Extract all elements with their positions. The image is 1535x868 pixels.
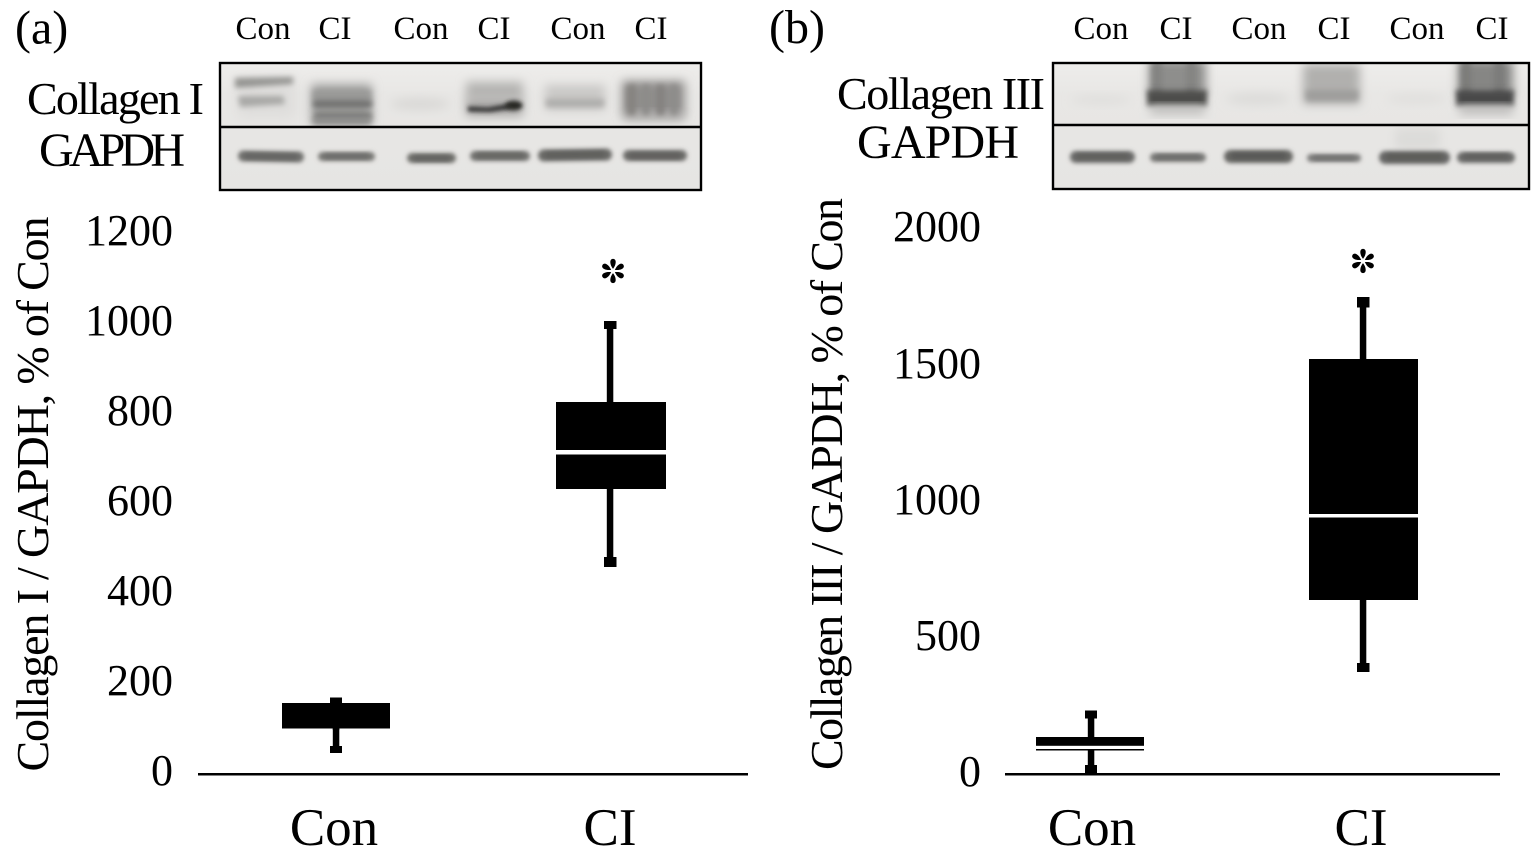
- svg-text:Collagen I / GAPDH, % of Con: Collagen I / GAPDH, % of Con: [7, 217, 58, 772]
- svg-text:CI: CI: [1160, 11, 1193, 47]
- svg-text:GAPDH: GAPDH: [857, 116, 1019, 169]
- svg-text:1200: 1200: [85, 206, 173, 255]
- svg-text:Collagen I: Collagen I: [27, 73, 204, 124]
- svg-text:1500: 1500: [893, 339, 981, 388]
- svg-text:(a): (a): [15, 2, 68, 55]
- svg-text:CI: CI: [1318, 11, 1351, 47]
- svg-text:1000: 1000: [85, 296, 173, 345]
- svg-text:Con: Con: [550, 11, 605, 47]
- svg-text:Con: Con: [393, 11, 448, 47]
- svg-text:(b): (b): [769, 1, 825, 54]
- svg-text:CI: CI: [1335, 799, 1388, 857]
- svg-text:200: 200: [107, 656, 173, 705]
- svg-text:CI: CI: [584, 799, 637, 857]
- svg-text:Collagen III: Collagen III: [837, 68, 1045, 119]
- svg-text:Con: Con: [1389, 11, 1444, 47]
- svg-text:0: 0: [959, 747, 981, 796]
- svg-text:2000: 2000: [893, 202, 981, 251]
- svg-text:CI: CI: [635, 11, 668, 47]
- svg-text:CI: CI: [478, 11, 511, 47]
- svg-text:CI: CI: [319, 11, 352, 47]
- svg-text:800: 800: [107, 386, 173, 435]
- svg-text:600: 600: [107, 476, 173, 525]
- svg-text:Con: Con: [235, 11, 290, 47]
- svg-text:Con: Con: [1073, 11, 1128, 47]
- svg-text:500: 500: [915, 611, 981, 660]
- svg-text:Collagen III / GAPDH, % of Con: Collagen III / GAPDH, % of Con: [801, 198, 852, 770]
- svg-text:Con: Con: [290, 799, 378, 857]
- svg-text:CI: CI: [1476, 11, 1509, 47]
- svg-text:400: 400: [107, 566, 173, 615]
- svg-text:GAPDH: GAPDH: [39, 124, 185, 177]
- svg-text:Con: Con: [1231, 11, 1286, 47]
- svg-text:Con: Con: [1048, 799, 1136, 857]
- svg-text:1000: 1000: [893, 475, 981, 524]
- svg-text:0: 0: [151, 746, 173, 795]
